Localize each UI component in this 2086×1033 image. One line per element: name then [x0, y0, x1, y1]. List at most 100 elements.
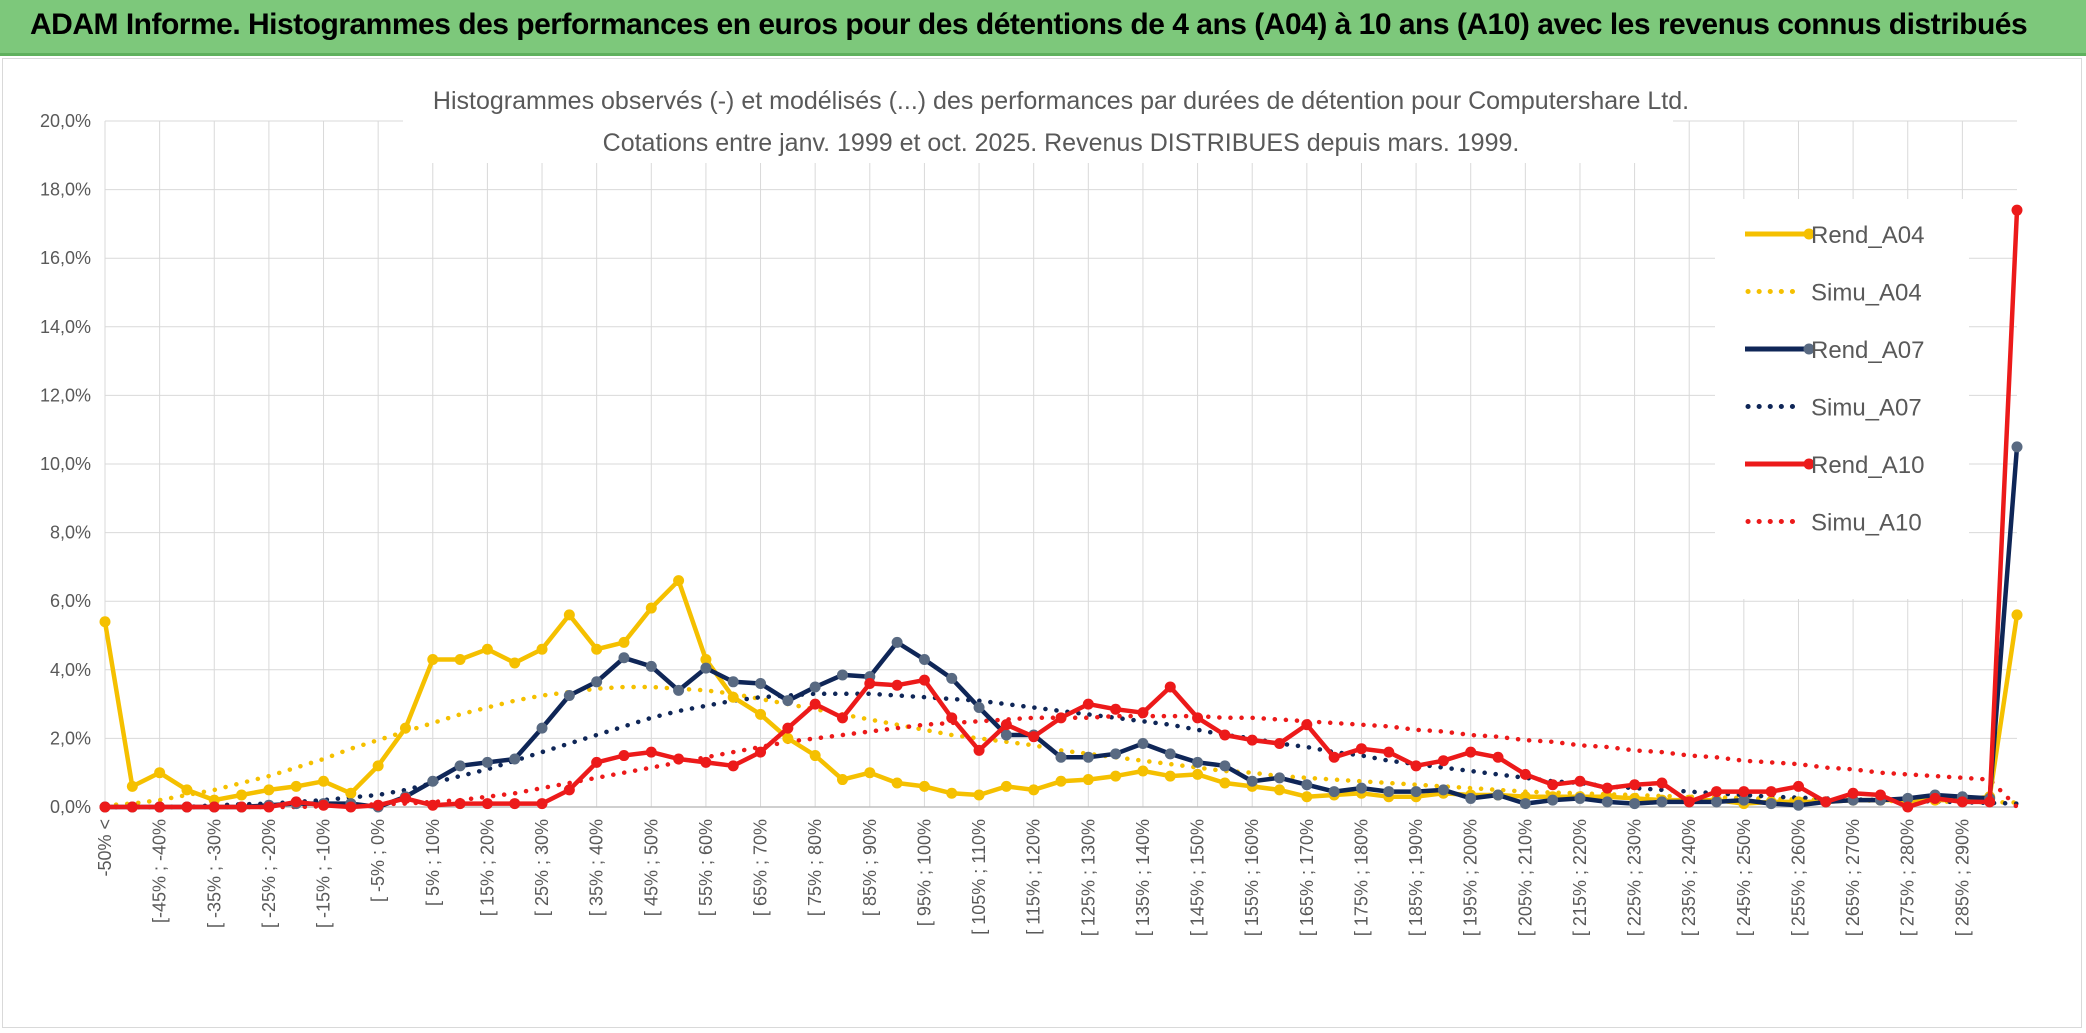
data-point [782, 695, 794, 707]
page-title: ADAM Informe. Histogrammes des performan… [30, 8, 2028, 41]
data-point [618, 750, 630, 762]
data-point [864, 678, 876, 690]
data-point [1683, 796, 1695, 808]
x-tick-label: [ 195% ; 200% [1461, 819, 1481, 936]
x-tick-label: [ -5% ; 0% [368, 819, 388, 902]
data-point [727, 676, 739, 688]
y-tick-label: 4,0% [50, 660, 91, 680]
data-point [700, 662, 712, 674]
y-tick-label: 20,0% [40, 111, 91, 131]
data-point [1164, 748, 1176, 760]
data-point [782, 732, 794, 744]
data-point [645, 602, 657, 614]
data-point [946, 787, 958, 799]
data-point [509, 798, 521, 810]
data-point [1082, 774, 1094, 786]
y-tick-label: 0,0% [50, 797, 91, 817]
data-point [1792, 780, 1804, 792]
data-point [645, 746, 657, 758]
x-tick-label: [ 135% ; 140% [1133, 819, 1153, 936]
data-point [290, 796, 302, 808]
data-point [236, 801, 248, 813]
series-rend-a10 [99, 204, 2023, 813]
data-point [536, 643, 548, 655]
data-point [1629, 779, 1641, 791]
data-point [1956, 796, 1968, 808]
header-bar: ADAM Informe. Histogrammes des performan… [0, 0, 2086, 56]
legend-label: Simu_A04 [1811, 280, 1922, 307]
y-tick-label: 10,0% [40, 454, 91, 474]
x-tick-label: [ 35% ; 40% [587, 819, 607, 916]
x-tick-label: [ 245% ; 250% [1734, 819, 1754, 936]
data-point [427, 799, 439, 811]
data-point [2011, 609, 2023, 621]
x-tick-label: [ -25% ; -20% [259, 819, 279, 928]
data-point [2011, 441, 2023, 453]
data-point [1110, 748, 1122, 760]
legend-label: Simu_A07 [1811, 395, 1922, 422]
series-line [102, 684, 2020, 808]
data-point [1000, 780, 1012, 792]
data-point [481, 643, 493, 655]
data-point [700, 654, 712, 666]
chart-title-background [403, 81, 1673, 163]
x-tick-label: [ 225% ; 230% [1625, 819, 1645, 936]
data-point [154, 767, 166, 779]
data-point [1492, 751, 1504, 763]
data-point [509, 753, 521, 765]
x-tick-group: [ 135% ; 140% [1133, 819, 1153, 936]
data-point [1355, 782, 1367, 794]
data-point [673, 753, 685, 765]
series-rend-a04 [99, 575, 2023, 810]
data-point [727, 760, 739, 772]
x-tick-group: [ 125% ; 130% [1078, 819, 1098, 936]
data-point [591, 676, 603, 688]
data-point [1410, 786, 1422, 798]
data-point [1465, 792, 1477, 804]
x-tick-group: [ 35% ; 40% [587, 819, 607, 916]
x-tick-label: [ 85% ; 90% [860, 819, 880, 916]
data-point [1028, 731, 1040, 743]
x-tick-label: [ 125% ; 130% [1078, 819, 1098, 936]
legend-item-rend-a07: Rend_A07 [1745, 337, 1924, 364]
legend-marker [1803, 343, 1815, 355]
data-point [563, 609, 575, 621]
x-tick-label: [ 15% ; 20% [477, 819, 497, 916]
data-point [645, 660, 657, 672]
data-point [1711, 786, 1723, 798]
x-tick-label: [ 25% ; 30% [532, 819, 552, 916]
data-point [126, 801, 138, 813]
x-tick-label: [ 115% ; 120% [1024, 819, 1044, 935]
x-tick-group: [ 25% ; 30% [532, 819, 552, 916]
y-tick-label: 6,0% [50, 591, 91, 611]
x-axis: -50% < [-45% ; -40% [ -35% ; -30% [ -25% ; … [95, 806, 2017, 936]
data-point [836, 669, 848, 681]
data-point [1301, 779, 1313, 791]
data-point [782, 722, 794, 734]
x-tick-group: [ 55% ; 60% [696, 819, 716, 916]
data-point [755, 678, 767, 690]
x-tick-group: [ 225% ; 230% [1625, 819, 1645, 936]
x-tick-label: [ 265% ; 270% [1843, 819, 1863, 936]
histogram-line-chart: 0,0% 2,0% 4,0% 6,0% 8,0% 10,0% 12,0% 14,0% 16,0%… [40, 81, 2023, 936]
data-point [126, 780, 138, 792]
x-tick-group: [ 15% ; 20% [477, 819, 497, 916]
x-tick-label: [ -15% ; -10% [314, 819, 334, 928]
data-point [1656, 796, 1668, 808]
x-tick-label: [ 235% ; 240% [1679, 819, 1699, 936]
data-point [1192, 756, 1204, 768]
legend-item-simu-a07: Simu_A07 [1745, 395, 1922, 422]
legend-marker [1803, 228, 1815, 240]
data-point [918, 780, 930, 792]
data-point [1383, 746, 1395, 758]
data-point [1055, 775, 1067, 787]
data-point [290, 780, 302, 792]
data-point [1765, 798, 1777, 810]
y-tick-label: 16,0% [40, 248, 91, 268]
x-tick-group: [ 205% ; 210% [1515, 819, 1535, 936]
y-axis: 0,0% 2,0% 4,0% 6,0% 8,0% 10,0% 12,0% 14,0% 16,0%… [40, 111, 91, 817]
data-point [1847, 787, 1859, 799]
x-tick-label: [ 105% ; 110% [969, 819, 989, 935]
x-tick-group: [ 65% ; 70% [751, 819, 771, 916]
data-point [1465, 746, 1477, 758]
